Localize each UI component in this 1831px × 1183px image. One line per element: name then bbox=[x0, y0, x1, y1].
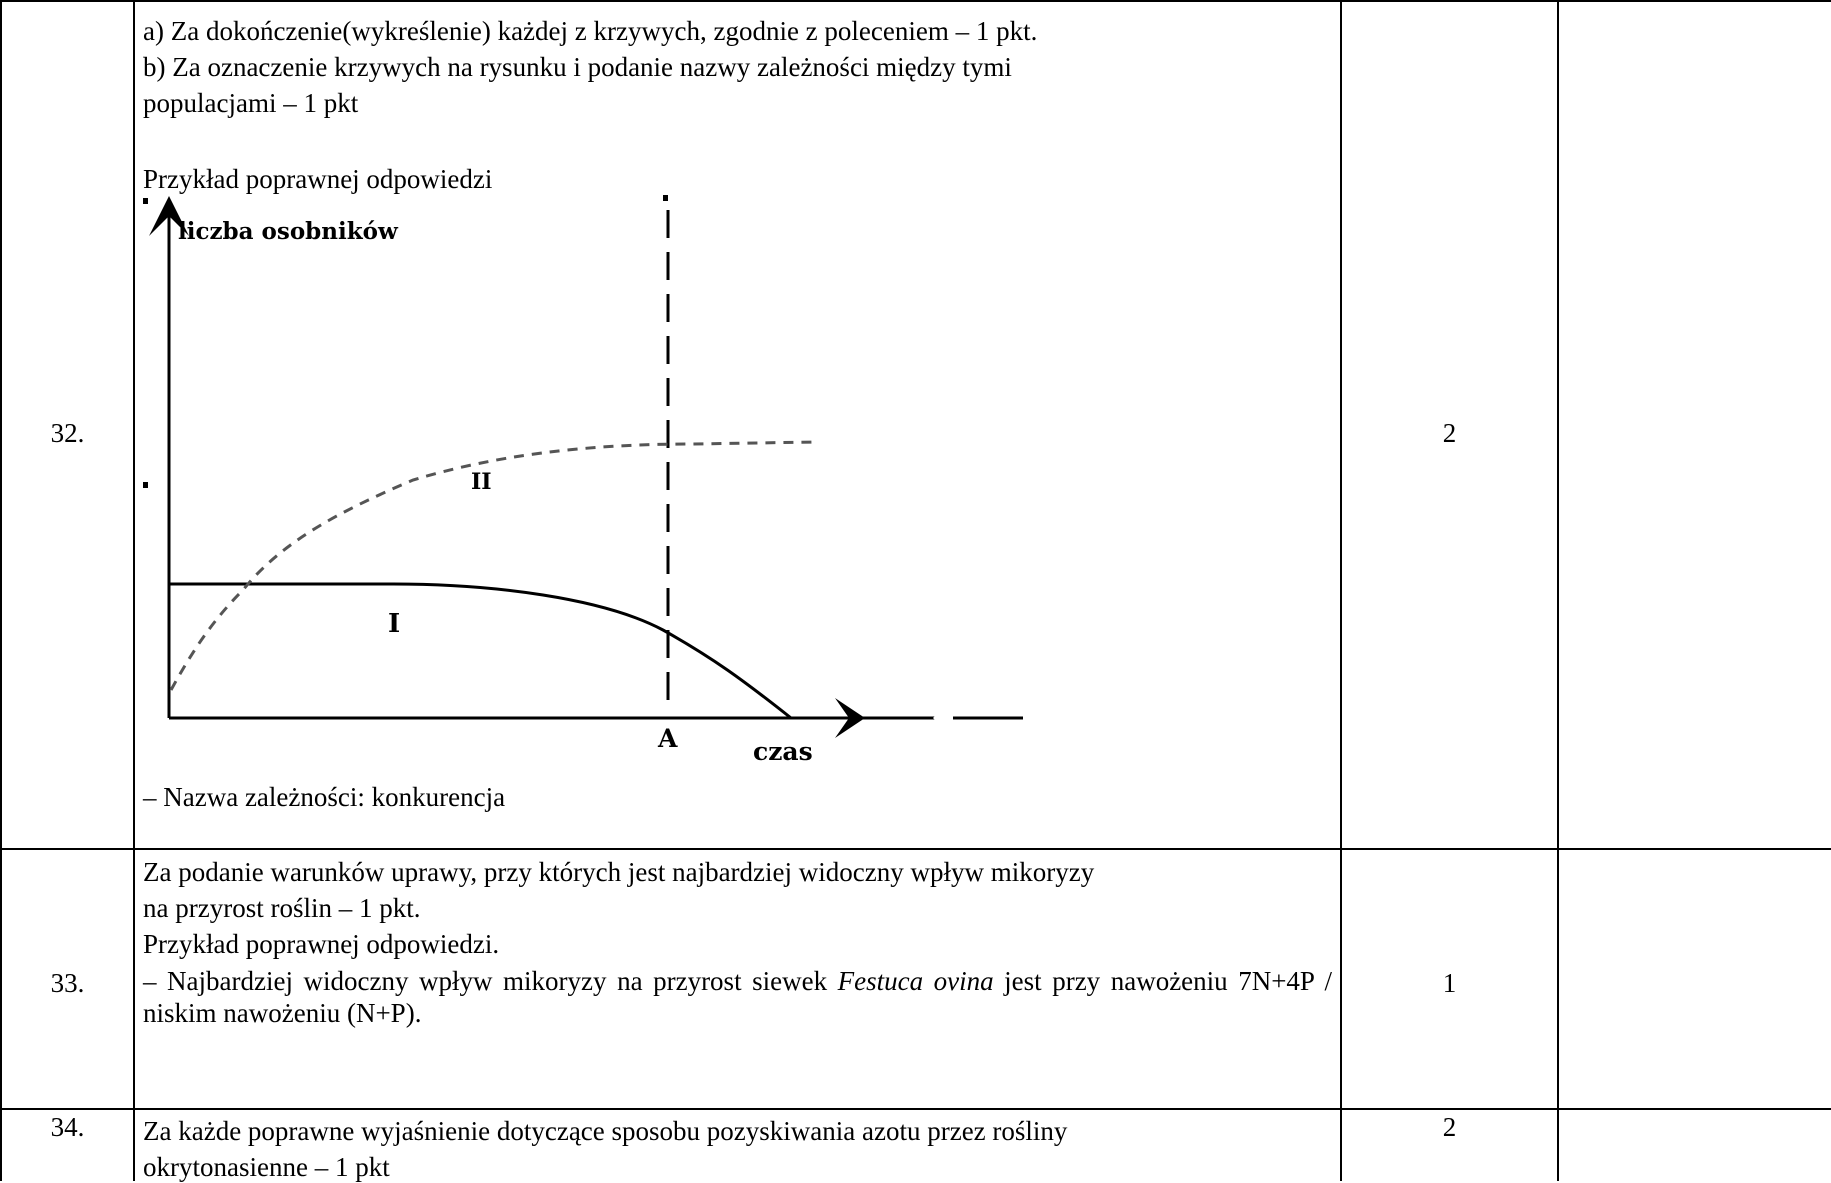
species-name: Festuca ovina bbox=[837, 966, 994, 996]
stray-mark bbox=[143, 482, 148, 488]
answer-text: – Najbardziej widoczny wpływ mikoryzy na… bbox=[143, 966, 1332, 1028]
criteria-line: Przykład poprawnej odpowiedzi. bbox=[143, 929, 500, 959]
column-divider bbox=[1340, 0, 1342, 1181]
task-number: 34. bbox=[50, 1112, 85, 1142]
x-axis-label: czas bbox=[753, 737, 813, 766]
curve-i bbox=[169, 582, 792, 720]
row-divider bbox=[0, 1108, 1831, 1110]
task-number: 32. bbox=[50, 418, 85, 448]
column-divider bbox=[1557, 0, 1559, 1181]
criteria-line: populacjami – 1 pkt bbox=[143, 88, 359, 118]
answer-text: – Nazwa zależności: konkurencja bbox=[143, 782, 506, 812]
criteria-line: na przyrost roślin – 1 pkt. bbox=[143, 893, 421, 923]
row-divider bbox=[0, 848, 1831, 850]
criteria-line: b) Za oznaczenie krzywych na rysunku i p… bbox=[143, 52, 1012, 82]
points-value: 1 bbox=[1442, 968, 1457, 998]
y-axis-arrowhead bbox=[149, 196, 189, 236]
y-axis-label: liczba osobników bbox=[178, 218, 399, 245]
column-divider bbox=[133, 0, 135, 1181]
population-chart: liczba osobników A czas I II bbox=[143, 195, 1023, 766]
curve-ii-label: II bbox=[471, 469, 492, 495]
table-border-left bbox=[0, 0, 2, 1181]
marker-a-label: A bbox=[657, 724, 678, 753]
criteria-line: Za podanie warunków uprawy, przy których… bbox=[143, 857, 1095, 887]
table-border-top bbox=[0, 0, 1831, 2]
x-axis-arrowhead bbox=[835, 698, 865, 738]
task-number: 33. bbox=[50, 968, 85, 998]
stray-mark bbox=[663, 195, 668, 201]
criteria-line: okrytonasienne – 1 pkt bbox=[143, 1152, 390, 1182]
points-value: 2 bbox=[1442, 418, 1457, 448]
points-value: 2 bbox=[1442, 1112, 1457, 1142]
curve-i-label: I bbox=[388, 609, 400, 639]
criteria-line: a) Za dokończenie(wykreślenie) każdej z … bbox=[143, 16, 1038, 46]
stray-mark bbox=[143, 198, 148, 204]
example-label: Przykład poprawnej odpowiedzi bbox=[143, 164, 493, 194]
curve-ii bbox=[169, 440, 817, 691]
criteria-line: Za każde poprawne wyjaśnienie dotyczące … bbox=[143, 1116, 1068, 1146]
